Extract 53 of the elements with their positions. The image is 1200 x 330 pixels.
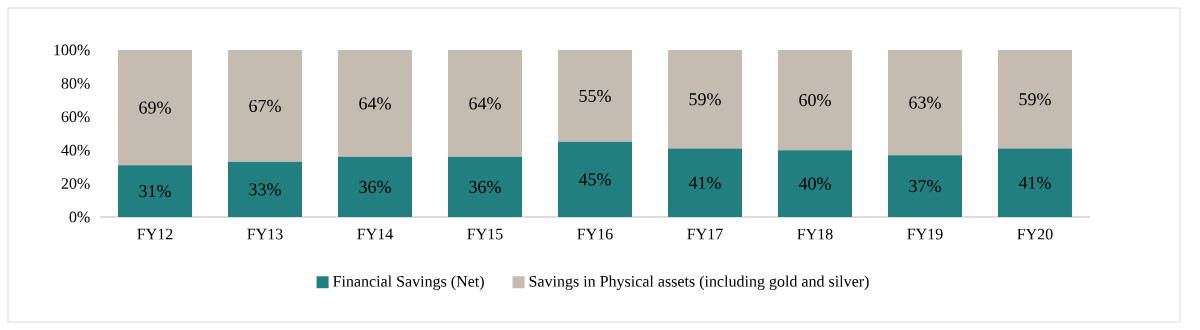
data-label: 31% (139, 184, 171, 198)
data-label: 41% (1018, 176, 1051, 189)
y-tick-label: 20% (61, 178, 90, 190)
bar (558, 49, 632, 142)
x-tick-label: FY18 (797, 228, 833, 240)
data-label: 59% (1019, 93, 1051, 106)
data-label: 64% (359, 97, 391, 110)
y-tick-label: 80% (61, 77, 90, 89)
bar (997, 49, 1072, 149)
data-label: 45% (578, 173, 611, 186)
bar (448, 156, 522, 217)
data-label: 37% (909, 179, 941, 193)
bar (118, 49, 193, 166)
legend-label: Savings in Physical assets (including gold and silver) (529, 275, 869, 291)
y-tick-label: 60% (61, 111, 90, 123)
x-tick-label: FY12 (137, 228, 173, 240)
bar (667, 49, 742, 149)
bar (777, 49, 852, 151)
data-label: 40% (798, 177, 831, 190)
data-label: 59% (689, 93, 721, 106)
y-tick-label: 0% (69, 211, 90, 223)
x-tick-label: FY16 (577, 228, 613, 240)
data-label: 64% (469, 97, 501, 110)
data-label: 60% (799, 93, 831, 107)
x-tick-label: FY14 (357, 228, 393, 240)
x-tick-label: FY13 (247, 228, 283, 240)
x-tick-label: FY15 (467, 228, 503, 240)
bar (667, 148, 742, 217)
bar (338, 49, 412, 157)
data-label: 63% (909, 96, 941, 109)
y-tick-label: 100% (54, 44, 90, 56)
bar (228, 161, 303, 217)
data-label: 36% (469, 180, 501, 194)
y-tick-label: 40% (61, 144, 90, 156)
x-tick-label: FY17 (687, 228, 723, 240)
x-tick-label: FY19 (907, 228, 943, 240)
bar (448, 49, 522, 157)
legend-label: Financial Savings (Net) (333, 275, 484, 291)
bar (887, 49, 962, 156)
x-tick-label: FY20 (1017, 228, 1053, 240)
bar (887, 155, 962, 217)
bar (338, 156, 412, 217)
data-label: 69% (139, 101, 171, 114)
bar (228, 49, 303, 162)
data-label: 33% (249, 183, 281, 196)
data-label: 55% (579, 89, 611, 103)
bar (118, 165, 193, 217)
bar (777, 150, 852, 217)
data-label: 41% (688, 176, 721, 189)
data-label: 36% (359, 180, 391, 194)
bar (558, 141, 632, 217)
bar (997, 148, 1072, 217)
data-label: 67% (249, 99, 281, 113)
